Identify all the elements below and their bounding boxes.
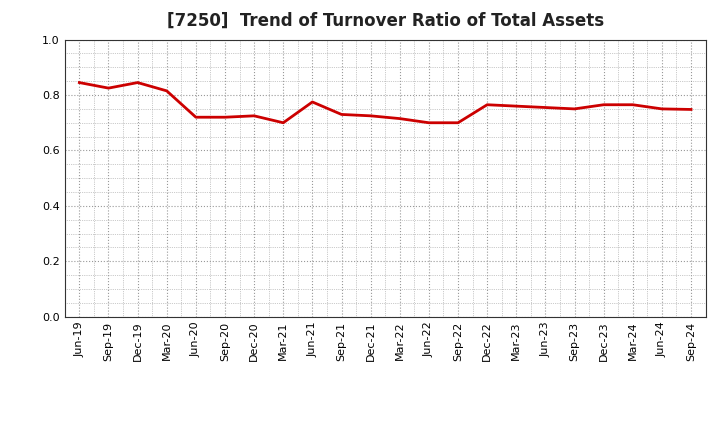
Title: [7250]  Trend of Turnover Ratio of Total Assets: [7250] Trend of Turnover Ratio of Total … — [166, 12, 604, 30]
